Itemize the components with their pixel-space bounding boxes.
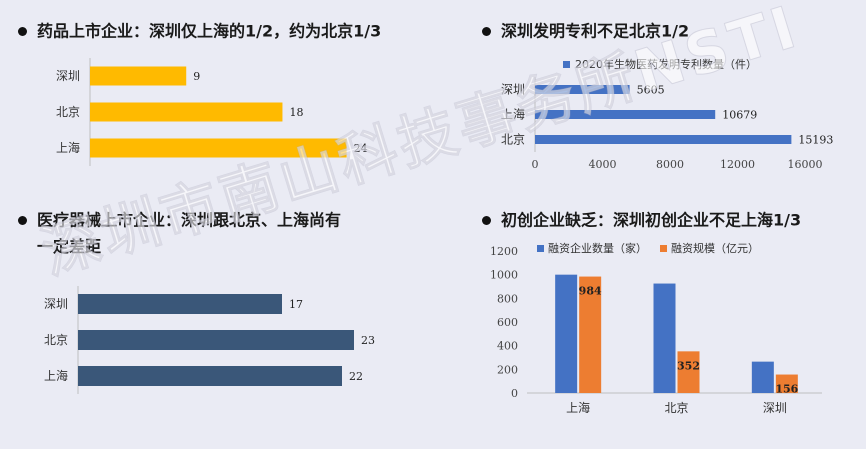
device-bar bbox=[78, 366, 342, 386]
patent-x-tick: 0 bbox=[532, 158, 539, 171]
startup-y-tick: 200 bbox=[497, 363, 518, 376]
startup-bar bbox=[775, 374, 798, 393]
startup-category-label: 深圳 bbox=[763, 401, 787, 415]
heading-patent: 深圳发明专利不足北京1/2 bbox=[482, 18, 689, 45]
bullet-icon bbox=[482, 216, 491, 225]
patent-category-label: 北京 bbox=[501, 133, 525, 147]
startup-legend-swatch bbox=[660, 245, 667, 252]
bullet-icon bbox=[18, 27, 27, 36]
patent-value-label: 10679 bbox=[722, 109, 757, 122]
device-category-label: 上海 bbox=[44, 368, 68, 383]
heading-device-text-2: 一定差距 bbox=[37, 237, 102, 256]
startup-legend-label: 融资规模（亿元） bbox=[671, 241, 759, 255]
heading-device: 医疗器械上市企业：深圳跟北京、上海尚有 一定差距 bbox=[18, 207, 341, 260]
startup-bar bbox=[751, 361, 774, 393]
patent-x-tick: 4000 bbox=[589, 158, 617, 171]
device-value-label: 22 bbox=[349, 370, 363, 383]
startup-value-label: 984 bbox=[579, 285, 602, 298]
patent-value-label: 5605 bbox=[637, 84, 665, 97]
pharma-category-label: 北京 bbox=[56, 105, 80, 119]
startup-bar bbox=[653, 283, 676, 393]
bullet-icon bbox=[18, 216, 27, 225]
startup-value-label: 352 bbox=[677, 359, 700, 372]
patent-legend-label: 2020年生物医药发明专利数量（件） bbox=[575, 57, 757, 71]
startup-legend-label: 融资企业数量（家） bbox=[548, 241, 647, 255]
device-value-label: 17 bbox=[289, 298, 303, 311]
patent-legend-swatch bbox=[563, 61, 570, 68]
startup-y-tick: 400 bbox=[497, 340, 518, 353]
startup-y-tick: 600 bbox=[497, 316, 518, 329]
heading-patent-text: 深圳发明专利不足北京1/2 bbox=[501, 21, 690, 41]
startup-bar bbox=[579, 276, 602, 393]
patent-category-label: 上海 bbox=[501, 107, 525, 122]
startup-y-tick: 800 bbox=[497, 292, 518, 305]
device-bar bbox=[78, 330, 354, 350]
pharma-value-label: 9 bbox=[193, 70, 200, 83]
heading-pharma: 药品上市企业：深圳仅上海的1/2，约为北京1/3 bbox=[18, 18, 381, 45]
patent-x-tick: 16000 bbox=[788, 158, 823, 171]
bullet-icon bbox=[482, 27, 491, 36]
startup-category-label: 上海 bbox=[566, 400, 590, 415]
pharma-value-label: 24 bbox=[354, 142, 368, 155]
pharma-bar bbox=[90, 138, 347, 158]
patent-bar bbox=[535, 135, 792, 144]
heading-startup: 初创企业缺乏：深圳初创企业不足上海1/3 bbox=[482, 207, 801, 234]
device-bar bbox=[78, 294, 282, 314]
patent-x-tick: 8000 bbox=[656, 158, 684, 171]
startup-bar bbox=[677, 351, 700, 393]
heading-pharma-text: 药品上市企业：深圳仅上海的1/2，约为北京1/3 bbox=[37, 21, 382, 41]
pharma-bar bbox=[90, 66, 187, 86]
startup-value-label: 156 bbox=[775, 383, 798, 396]
pharma-value-label: 18 bbox=[289, 106, 303, 119]
heading-startup-text: 初创企业缺乏：深圳初创企业不足上海1/3 bbox=[501, 210, 802, 230]
pharma-category-label: 上海 bbox=[56, 140, 80, 155]
pharma-bar bbox=[90, 102, 283, 122]
startup-y-tick: 1200 bbox=[490, 245, 518, 258]
heading-device-text-1: 医疗器械上市企业：深圳跟北京、上海尚有 bbox=[37, 210, 342, 230]
patent-category-label: 深圳 bbox=[501, 83, 525, 97]
startup-y-tick: 0 bbox=[511, 387, 518, 400]
startup-y-tick: 1000 bbox=[490, 269, 518, 282]
patent-bar bbox=[535, 85, 630, 94]
startup-bar bbox=[555, 274, 578, 393]
patent-bar bbox=[535, 110, 716, 119]
device-value-label: 23 bbox=[361, 334, 375, 347]
patent-x-tick: 12000 bbox=[720, 158, 755, 171]
startup-category-label: 北京 bbox=[664, 401, 688, 415]
device-category-label: 深圳 bbox=[44, 297, 68, 311]
device-category-label: 北京 bbox=[44, 333, 68, 347]
startup-legend-swatch bbox=[537, 245, 544, 252]
patent-value-label: 15193 bbox=[798, 134, 833, 147]
pharma-category-label: 深圳 bbox=[56, 69, 80, 83]
